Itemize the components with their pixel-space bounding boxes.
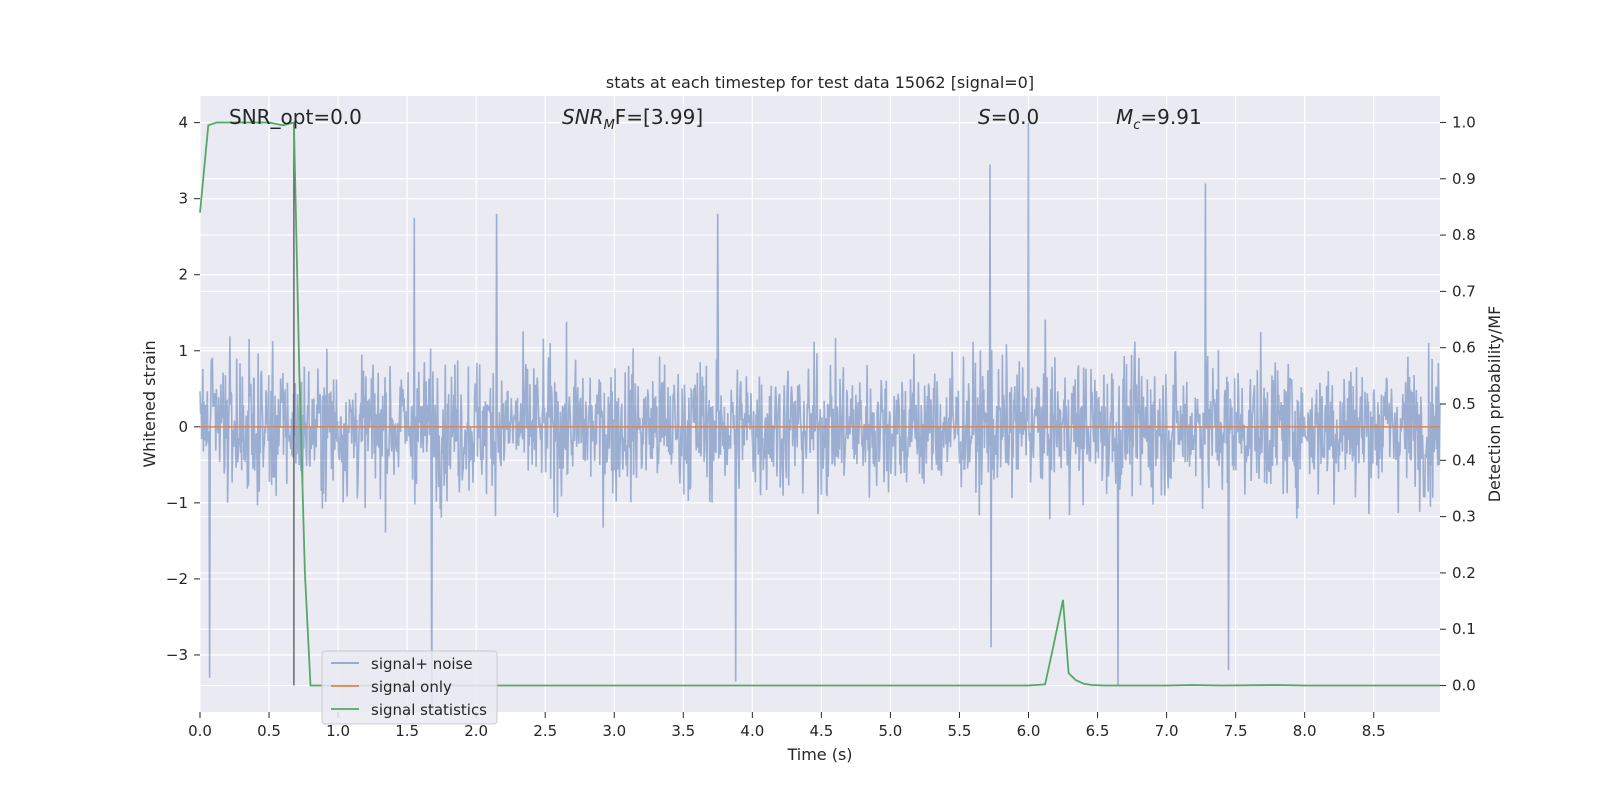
x-tick-label: 6.0 bbox=[1017, 722, 1041, 740]
right-tick-label: 1.0 bbox=[1452, 113, 1476, 131]
y-tick-label: 3 bbox=[178, 190, 188, 208]
y-tick-label: 4 bbox=[178, 114, 188, 132]
x-axis-ticks: 0.0 0.5 1.0 1.5 2.0 2.5 3.0 3.5 4.0 4.5 5.0 5.5 6.0 6… bbox=[188, 712, 1386, 740]
legend-box bbox=[321, 650, 498, 725]
right-tick-label: 0.0 bbox=[1452, 677, 1476, 695]
y-axis-ticks: 4 3 2 1 0 −1 −2 −3 bbox=[166, 114, 200, 664]
annotation-mc-subscript: c bbox=[1133, 118, 1140, 133]
annotation-snr-mf: SNRMF=[3.99] bbox=[562, 105, 703, 133]
y-tick-label: −1 bbox=[166, 494, 188, 512]
x-tick-label: 2.0 bbox=[464, 722, 488, 740]
right-axis-label: Detection probability/MF bbox=[1485, 306, 1504, 503]
right-tick-label: 0.7 bbox=[1452, 282, 1476, 300]
right-tick-label: 0.5 bbox=[1452, 395, 1476, 413]
x-tick-label: 4.5 bbox=[809, 722, 833, 740]
x-tick-label: 2.5 bbox=[533, 722, 557, 740]
right-tick-label: 0.1 bbox=[1452, 620, 1476, 638]
legend: signal+ noise signal only signal statist… bbox=[321, 650, 498, 725]
annotation-snr-opt: SNR_opt=0.0 bbox=[229, 105, 362, 129]
y-tick-label: −3 bbox=[166, 646, 188, 664]
x-tick-label: 0.5 bbox=[257, 722, 281, 740]
right-tick-label: 0.6 bbox=[1452, 339, 1476, 357]
x-tick-label: 7.0 bbox=[1155, 722, 1179, 740]
annotation-snr-mf-subscript: M bbox=[604, 118, 615, 133]
right-tick-label: 0.9 bbox=[1452, 170, 1476, 188]
x-tick-label: 3.0 bbox=[602, 722, 626, 740]
y-axis-label: Whitened strain bbox=[140, 340, 159, 467]
right-tick-label: 0.8 bbox=[1452, 226, 1476, 244]
x-tick-label: 6.5 bbox=[1086, 722, 1110, 740]
annotation-mc: Mc=9.91 bbox=[1116, 105, 1202, 133]
y-tick-label: 0 bbox=[178, 418, 188, 436]
annotation-s: S=0.0 bbox=[978, 105, 1039, 129]
right-tick-label: 0.3 bbox=[1452, 508, 1476, 526]
y-tick-label: 2 bbox=[178, 266, 188, 284]
x-tick-label: 8.0 bbox=[1293, 722, 1317, 740]
chart-title: stats at each timestep for test data 150… bbox=[606, 73, 1034, 92]
x-tick-label: 1.0 bbox=[326, 722, 350, 740]
annotation-mc-value: =9.91 bbox=[1140, 105, 1201, 129]
annotation-snr-mf-value: F=[3.99] bbox=[615, 105, 703, 129]
x-tick-label: 0.0 bbox=[188, 722, 212, 740]
x-tick-label: 3.5 bbox=[671, 722, 695, 740]
right-axis-ticks: 1.0 0.9 0.8 0.7 0.6 0.5 0.4 0.3 0.2 0.1 0.0 bbox=[1440, 113, 1476, 695]
right-tick-label: 0.4 bbox=[1452, 451, 1476, 469]
annotation-mc-symbol: M bbox=[1116, 105, 1133, 129]
x-tick-label: 7.5 bbox=[1224, 722, 1248, 740]
y-tick-label: 1 bbox=[178, 342, 188, 360]
legend-label-noise: signal+ noise bbox=[371, 655, 473, 673]
y-tick-label: −2 bbox=[166, 570, 188, 588]
x-tick-label: 1.5 bbox=[395, 722, 419, 740]
x-tick-label: 5.5 bbox=[948, 722, 972, 740]
x-tick-label: 5.0 bbox=[878, 722, 902, 740]
legend-label-stats: signal statistics bbox=[371, 701, 487, 719]
right-tick-label: 0.2 bbox=[1452, 564, 1476, 582]
x-tick-label: 8.5 bbox=[1362, 722, 1386, 740]
legend-label-signal: signal only bbox=[371, 678, 452, 696]
x-tick-label: 4.0 bbox=[740, 722, 764, 740]
annotation-s-value: =0.0 bbox=[991, 105, 1040, 129]
x-axis-label: Time (s) bbox=[786, 745, 852, 764]
annotation-snr-mf-symbol: SNR bbox=[562, 105, 604, 129]
annotation-s-symbol: S bbox=[978, 105, 991, 129]
signal-statistics-series bbox=[199, 121, 1440, 687]
